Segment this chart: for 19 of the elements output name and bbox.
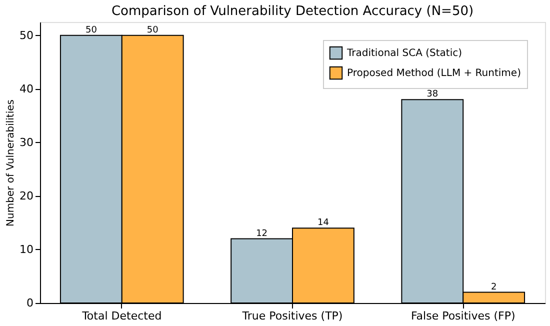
data-label: 14 (317, 218, 330, 228)
legend-label: Traditional SCA (Static) (346, 48, 462, 59)
data-label: 50 (85, 25, 98, 36)
y-tick-label: 0 (26, 296, 34, 310)
data-label: 50 (146, 25, 159, 36)
y-tick-label: 30 (20, 136, 34, 149)
chart-title: Comparison of Vulnerability Detection Accuracy (N=50) (111, 4, 474, 19)
y-tick-label: 50 (20, 28, 34, 42)
x-tick-label: Total Detected (81, 310, 162, 322)
y-tick-label: 40 (20, 82, 34, 96)
y-tick-label: 20 (20, 189, 34, 202)
data-label: 2 (490, 282, 497, 292)
y-tick-label: 10 (20, 242, 34, 256)
legend-label: Proposed Method (LLM + Runtime) (347, 68, 522, 79)
x-tick-label: True Positives (TP) (241, 310, 343, 322)
data-label: 12 (256, 228, 268, 239)
x-tick-label: False Positives (FP) (410, 310, 516, 322)
y-axis-title: Number of Vulnerabilities (6, 100, 17, 226)
data-label: 38 (426, 90, 438, 100)
